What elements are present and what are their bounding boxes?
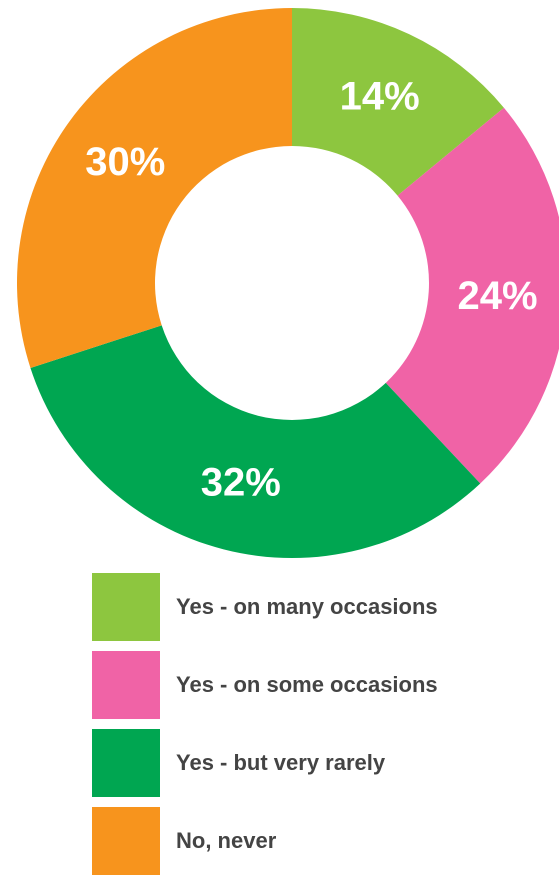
slice-label-some: 24% bbox=[458, 274, 538, 318]
legend-item-many: Yes - on many occasions bbox=[92, 568, 552, 646]
legend-label-rarely: Yes - but very rarely bbox=[176, 750, 386, 775]
slice-label-many: 14% bbox=[340, 75, 420, 119]
slice-label-rarely: 32% bbox=[201, 461, 281, 505]
slice-rarely bbox=[30, 325, 481, 558]
legend-label-many: Yes - on many occasions bbox=[176, 594, 438, 619]
legend-swatch-many bbox=[92, 573, 160, 641]
slice-label-never: 30% bbox=[85, 140, 165, 184]
legend-swatch-never bbox=[92, 807, 160, 875]
slice-never bbox=[16, 8, 293, 368]
legend-swatch-some bbox=[92, 651, 160, 719]
slice-many bbox=[292, 8, 504, 196]
slice-some bbox=[385, 107, 559, 484]
legend-label-some: Yes - on some occasions bbox=[176, 672, 438, 697]
donut-chart: 14% 24% 32% 30% bbox=[16, 8, 559, 558]
legend-item-never: No, never bbox=[92, 802, 552, 880]
legend-label-never: No, never bbox=[176, 828, 277, 853]
legend-item-some: Yes - on some occasions bbox=[92, 646, 552, 724]
legend: Yes - on many occasions Yes - on some oc… bbox=[92, 568, 552, 880]
legend-swatch-rarely bbox=[92, 729, 160, 797]
legend-item-rarely: Yes - but very rarely bbox=[92, 724, 552, 802]
